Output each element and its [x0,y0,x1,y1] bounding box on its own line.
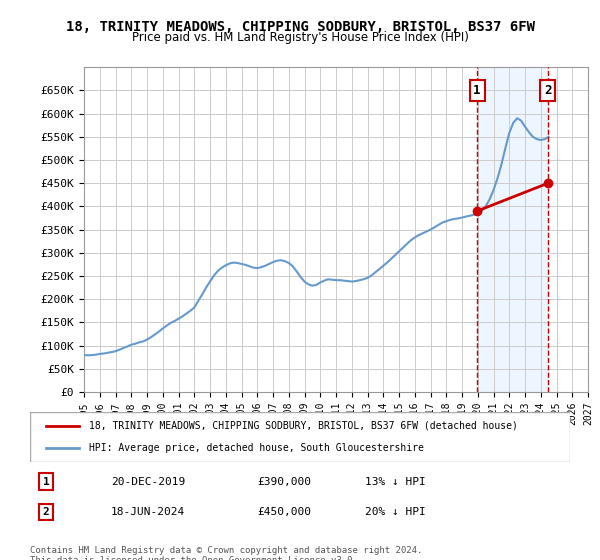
Text: £450,000: £450,000 [257,507,311,517]
Text: Contains HM Land Registry data © Crown copyright and database right 2024.
This d: Contains HM Land Registry data © Crown c… [30,546,422,560]
Text: 13% ↓ HPI: 13% ↓ HPI [365,477,425,487]
Bar [477,67,548,392]
Text: 18, TRINITY MEADOWS, CHIPPING SODBURY, BRISTOL, BS37 6FW (detached house): 18, TRINITY MEADOWS, CHIPPING SODBURY, B… [89,421,518,431]
Text: 20-DEC-2019: 20-DEC-2019 [111,477,185,487]
Text: 18-JUN-2024: 18-JUN-2024 [111,507,185,517]
Text: 20% ↓ HPI: 20% ↓ HPI [365,507,425,517]
FancyBboxPatch shape [30,412,570,462]
Text: Price paid vs. HM Land Registry's House Price Index (HPI): Price paid vs. HM Land Registry's House … [131,31,469,44]
Text: £390,000: £390,000 [257,477,311,487]
Text: HPI: Average price, detached house, South Gloucestershire: HPI: Average price, detached house, Sout… [89,443,424,453]
Text: 18, TRINITY MEADOWS, CHIPPING SODBURY, BRISTOL, BS37 6FW: 18, TRINITY MEADOWS, CHIPPING SODBURY, B… [65,20,535,34]
Text: 2: 2 [544,84,552,97]
Text: 1: 1 [473,84,481,97]
Text: 2: 2 [43,507,50,517]
Text: 1: 1 [43,477,50,487]
